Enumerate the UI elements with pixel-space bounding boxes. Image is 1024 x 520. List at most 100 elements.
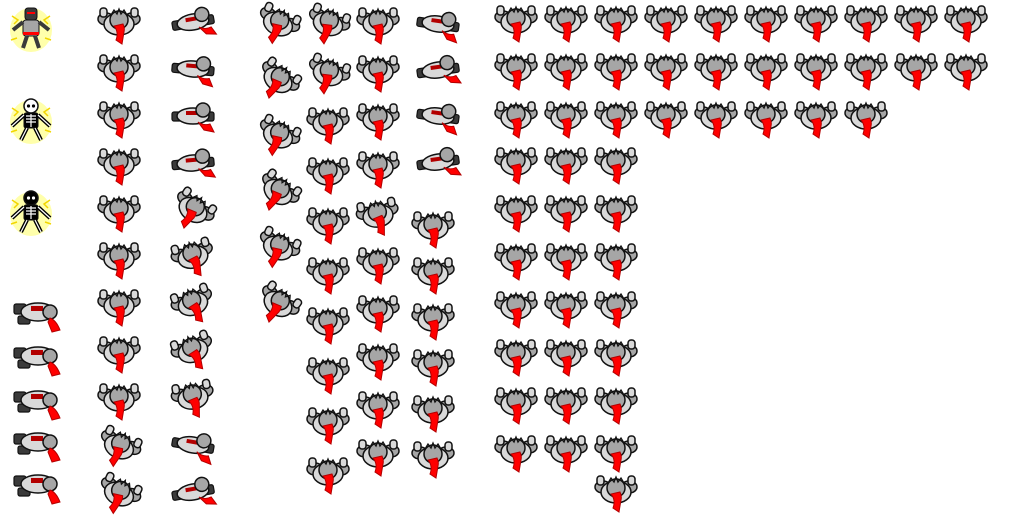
sprite-knight-topdown — [305, 152, 351, 196]
sprite-knight-topdown — [643, 48, 689, 92]
sprite-knight-side — [415, 2, 461, 46]
sprite-knight-topdown — [255, 168, 303, 214]
sprite-knight-topdown — [743, 48, 789, 92]
sprite-knight-topdown — [96, 471, 143, 516]
sprite-knight-topdown — [593, 334, 639, 378]
sprite-knight-topdown — [355, 194, 401, 238]
sprite-knight-topdown — [593, 190, 639, 234]
sprite-knight-topdown — [843, 0, 889, 44]
sprite-knight-topdown — [305, 2, 352, 46]
sprite-knight-lying — [13, 290, 61, 334]
sprite-knight-topdown — [543, 142, 589, 186]
sprite-knight-topdown — [493, 286, 539, 330]
sprite-knight-topdown — [943, 48, 989, 92]
sprite-knight-topdown — [593, 430, 639, 474]
sprite-knight-topdown — [543, 96, 589, 140]
sprite-knight-topdown — [96, 49, 142, 93]
sprite-knight-topdown — [543, 430, 589, 474]
sprite-knight-topdown — [643, 96, 689, 140]
sprite-knight-topdown — [169, 329, 216, 373]
sprite-knight-topdown — [169, 282, 216, 326]
sprite-knight-topdown — [693, 0, 739, 44]
sprite-knight-topdown — [170, 376, 216, 420]
sprite-knight-topdown — [543, 238, 589, 282]
sprite-knight-topdown — [305, 52, 352, 96]
sprite-knight-topdown — [305, 302, 351, 346]
sprite-knight-topdown — [793, 0, 839, 44]
sprite-knight-topdown — [410, 206, 456, 250]
sprite-electrocuted-skeleton-dark — [8, 190, 54, 236]
sprite-knight-topdown — [493, 96, 539, 140]
sprite-knight-topdown — [96, 424, 143, 469]
sprite-knight-topdown — [255, 280, 303, 326]
sprite-knight-topdown — [543, 48, 589, 92]
sprite-knight-topdown — [255, 225, 302, 270]
sprite-knight-topdown — [355, 2, 401, 46]
sprite-knight-topdown — [893, 48, 939, 92]
sprite-knight-topdown — [593, 286, 639, 330]
sprite-knight-topdown — [543, 382, 589, 426]
sprite-knight-topdown — [96, 143, 142, 187]
sprite-knight-side — [170, 94, 216, 138]
sprite-knight-lying — [13, 334, 61, 378]
sprite-knight-topdown — [493, 334, 539, 378]
sprite-knight-topdown — [355, 146, 401, 190]
sprite-knight-topdown — [96, 378, 142, 422]
sprite-knight-topdown — [355, 434, 401, 478]
sprite-knight-topdown — [543, 190, 589, 234]
sprite-knight-topdown — [493, 238, 539, 282]
sprite-knight-topdown — [593, 382, 639, 426]
sprite-knight-topdown — [743, 0, 789, 44]
sprite-knight-topdown — [493, 430, 539, 474]
sprite-knight-topdown — [593, 48, 639, 92]
sprite-knight-side — [170, 470, 218, 514]
sprite-knight-topdown — [305, 352, 351, 396]
sprite-knight-topdown — [355, 98, 401, 142]
sprite-knight-side — [170, 0, 218, 44]
sprite-knight-topdown — [96, 237, 142, 281]
sprite-knight-topdown — [593, 0, 639, 44]
sprite-knight-topdown — [305, 202, 351, 246]
sprite-knight-topdown — [355, 242, 401, 286]
sprite-knight-topdown — [793, 48, 839, 92]
sprite-knight-topdown — [543, 0, 589, 44]
sprite-knight-topdown — [593, 238, 639, 282]
sprite-knight-topdown — [96, 284, 142, 328]
sprite-knight-side — [415, 140, 463, 184]
sprite-knight-topdown — [493, 382, 539, 426]
sprite-knight-lying — [13, 378, 61, 422]
sprite-knight-topdown — [410, 390, 456, 434]
sprite-knight-topdown — [170, 186, 218, 232]
sprite-knight-topdown — [943, 0, 989, 44]
sprite-knight-topdown — [305, 452, 351, 496]
sprite-knight-topdown — [593, 96, 639, 140]
sprite-knight-topdown — [305, 402, 351, 446]
sprite-knight-topdown — [255, 113, 302, 158]
sprite-knight-side — [415, 48, 463, 92]
sprite-knight-topdown — [410, 436, 456, 480]
sprite-knight-topdown — [543, 334, 589, 378]
sprite-knight-topdown — [355, 50, 401, 94]
sprite-knight-topdown — [305, 102, 351, 146]
sprite-knight-side — [170, 141, 217, 185]
sprite-knight-topdown — [410, 344, 456, 388]
sprite-knight-topdown — [793, 96, 839, 140]
sprite-knight-lying — [13, 462, 61, 506]
sprite-knight-topdown — [493, 190, 539, 234]
sprite-knight-topdown — [593, 142, 639, 186]
sprite-knight-topdown — [96, 96, 142, 140]
sprite-knight-lying — [13, 420, 61, 464]
sprite-knight-topdown — [843, 96, 889, 140]
sprite-knight-topdown — [493, 142, 539, 186]
sprite-knight-side — [415, 94, 461, 138]
sprite-knight-topdown — [643, 0, 689, 44]
sprite-knight-topdown — [693, 96, 739, 140]
sprite-knight-topdown — [355, 338, 401, 382]
sprite-knight-topdown — [743, 96, 789, 140]
sprite-knight-topdown — [493, 0, 539, 44]
sprite-knight-topdown — [355, 290, 401, 334]
sprite-knight-topdown — [543, 286, 589, 330]
sprite-knight-side — [170, 47, 216, 91]
sprite-knight-topdown — [493, 48, 539, 92]
